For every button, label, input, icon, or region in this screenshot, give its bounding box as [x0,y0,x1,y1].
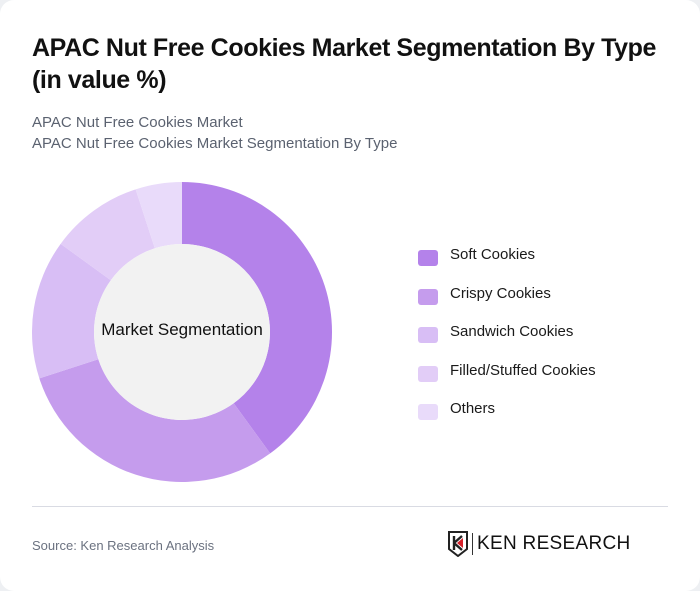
donut-slice-others[interactable] [135,182,182,249]
legend-label: Soft Cookies [450,246,536,263]
ken-research-logo: KEN RESEARCH [448,531,631,557]
logo-text: KEN RESEARCH [477,533,631,554]
donut-slice-soft-cookies[interactable] [182,182,332,454]
legend-label: Filled/Stuffed Cookies [450,361,596,379]
donut-slice-filled-stuffed-cookies[interactable] [60,189,155,281]
footer-divider [32,506,668,507]
legend-label: Sandwich Cookies [450,323,574,340]
chart-subtitle-market: APAC Nut Free Cookies Market [32,114,243,131]
legend-label: Crispy Cookies [450,284,551,302]
legend-swatch-icon [418,365,438,382]
logo-separator [472,533,473,555]
donut-center-label: Market Segmentation [101,320,263,339]
donut-hole [94,244,270,420]
donut-slice-crispy-cookies[interactable] [39,359,271,482]
chart-subtitle-segmentation: APAC Nut Free Cookies Market Segmentatio… [32,135,398,152]
legend-swatch-icon [418,288,438,305]
legend-swatch-icon [418,250,438,266]
donut-slice-sandwich-cookies[interactable] [32,243,111,379]
legend-label: Others [450,400,496,417]
donut-chart [32,182,332,482]
ken-shield-icon [448,531,468,557]
source-note: Source: Ken Research Analysis [32,538,215,553]
legend-swatch-icon [418,327,438,343]
legend-swatch-icon [418,404,438,420]
chart-title: APAC Nut Free Cookies Market Segmentatio… [32,34,657,94]
